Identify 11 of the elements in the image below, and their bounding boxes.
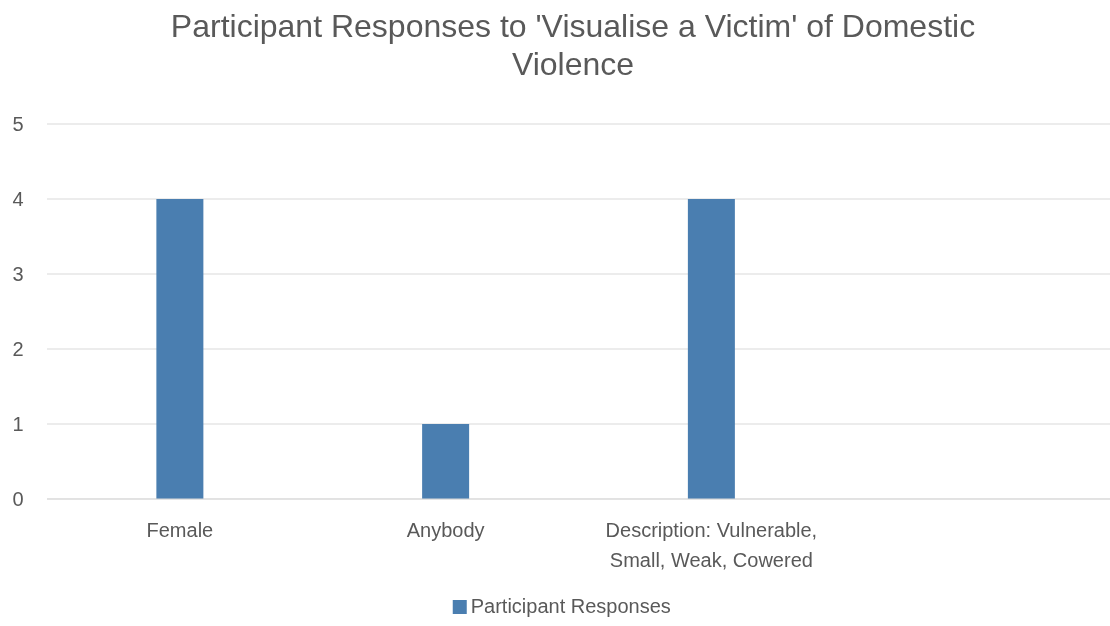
x-tick-label: Description: Vulnerable, Small, Weak, Cowered: [605, 519, 818, 571]
y-tick-label: 1: [12, 413, 24, 435]
y-tick-label: 0: [12, 488, 24, 510]
x-tick-label: Anybody: [406, 519, 485, 541]
x-tick-label: Female: [146, 519, 214, 541]
y-tick-label: 2: [12, 338, 24, 360]
y-tick-label: 3: [12, 263, 24, 285]
y-tick-label: 4: [12, 188, 24, 210]
legend-label: Participant Responses: [470, 595, 671, 617]
chart-title: Participant Responses to 'Visualise a Victim' of Domestic Violence: [170, 8, 976, 82]
y-tick-label: 5: [12, 113, 24, 135]
